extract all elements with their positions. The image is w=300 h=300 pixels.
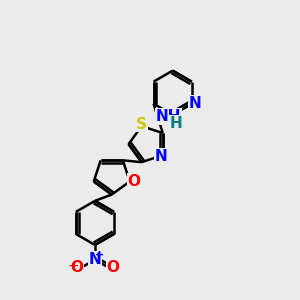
Text: NH: NH	[156, 109, 182, 124]
Text: H: H	[169, 116, 182, 131]
Text: S: S	[136, 117, 147, 132]
Text: N: N	[188, 96, 201, 111]
Text: +: +	[95, 250, 104, 260]
Text: O: O	[106, 260, 119, 275]
Text: O: O	[128, 174, 140, 189]
Text: O: O	[70, 260, 84, 275]
Text: N: N	[154, 149, 167, 164]
Text: N: N	[88, 252, 101, 267]
Text: −: −	[67, 259, 79, 272]
